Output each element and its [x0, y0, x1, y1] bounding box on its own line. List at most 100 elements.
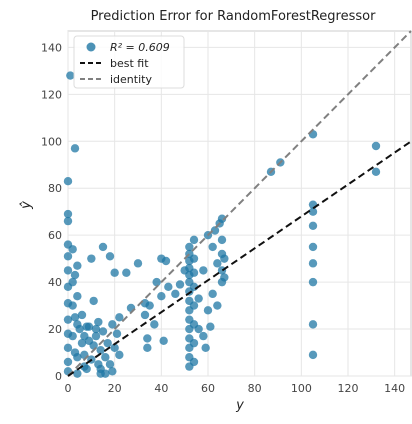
data-point: [189, 338, 199, 348]
data-point: [171, 289, 180, 299]
data-point: [217, 214, 227, 223]
data-point: [63, 177, 73, 186]
legend: R² = 0.609 best fit identity: [73, 35, 185, 89]
data-point: [145, 301, 154, 310]
data-point: [217, 235, 227, 245]
data-point: [213, 259, 222, 268]
data-point: [189, 254, 199, 263]
data-point: [122, 268, 131, 277]
x-tick-label: 60: [201, 382, 215, 395]
data-point: [105, 252, 115, 261]
chart-title: Prediction Error for RandomForestRegress…: [91, 9, 377, 24]
data-point: [143, 334, 152, 343]
data-point: [371, 167, 381, 177]
y-tick-label: 120: [41, 88, 62, 101]
data-point: [308, 259, 318, 268]
data-point: [68, 301, 77, 310]
data-point: [63, 266, 73, 275]
legend-best-fit-label: best fit: [110, 57, 149, 70]
y-tick-label: 100: [41, 135, 62, 148]
data-point: [220, 254, 229, 263]
y-tick-label: 40: [48, 276, 62, 289]
data-point: [105, 360, 115, 369]
data-point: [63, 252, 73, 261]
data-point: [371, 141, 381, 151]
y-tick-label: 140: [41, 41, 62, 54]
y-axis-label: ŷ: [19, 201, 34, 210]
legend-identity-label: identity: [110, 73, 152, 86]
legend-box: [73, 35, 185, 89]
data-point: [159, 336, 168, 345]
data-point: [308, 221, 318, 230]
data-point: [185, 242, 194, 252]
data-point: [77, 338, 87, 348]
data-point: [68, 331, 77, 341]
data-point: [91, 324, 101, 334]
data-point: [63, 315, 73, 324]
x-axis-label: y: [235, 398, 244, 413]
y-tick-label: 80: [48, 182, 62, 195]
data-point: [94, 317, 103, 327]
data-point: [164, 282, 173, 292]
data-point: [220, 273, 229, 282]
data-point: [82, 364, 91, 374]
data-point: [199, 331, 208, 341]
data-point: [70, 270, 80, 280]
x-tick-label: 120: [338, 382, 359, 395]
data-point: [73, 261, 82, 270]
data-point: [68, 277, 77, 287]
data-point: [115, 350, 124, 360]
data-point: [96, 345, 105, 355]
data-point: [63, 343, 73, 353]
x-tick-label: 140: [384, 382, 405, 395]
y-tick-label: 0: [55, 370, 62, 383]
data-point: [308, 207, 318, 216]
data-points: [63, 71, 381, 378]
data-point: [63, 357, 73, 367]
data-point: [63, 209, 73, 219]
data-point: [101, 353, 110, 362]
data-point: [308, 320, 318, 329]
data-point: [87, 254, 96, 263]
x-tick-label: 40: [154, 382, 168, 395]
data-point: [63, 216, 73, 226]
data-point: [206, 322, 215, 331]
data-point: [89, 296, 98, 306]
legend-r2-label: R² = 0.609: [110, 41, 170, 54]
identity-line: [67, 30, 412, 377]
data-point: [133, 259, 143, 268]
data-point: [175, 280, 185, 289]
data-point: [115, 313, 124, 322]
data-point: [189, 235, 199, 245]
data-point: [110, 268, 119, 277]
data-point: [75, 324, 84, 334]
data-point: [194, 294, 203, 303]
data-point: [189, 357, 199, 367]
data-point: [77, 310, 87, 320]
data-point: [208, 289, 217, 299]
data-point: [189, 268, 199, 277]
data-point: [66, 71, 75, 80]
legend-r2-marker: [86, 42, 96, 52]
y-tick-label: 20: [48, 323, 62, 336]
data-point: [161, 256, 171, 266]
data-point: [143, 343, 152, 353]
data-point: [140, 310, 150, 320]
data-point: [152, 277, 161, 287]
x-tick-label: 0: [65, 382, 72, 395]
data-point: [98, 327, 108, 336]
data-point: [108, 367, 117, 376]
data-point: [70, 313, 80, 322]
data-point: [91, 331, 101, 341]
data-point: [210, 226, 220, 235]
x-tick-label: 80: [248, 382, 262, 395]
data-point: [308, 350, 318, 360]
data-point: [110, 343, 119, 353]
data-point: [157, 292, 166, 301]
data-point: [189, 301, 199, 310]
data-point: [308, 242, 318, 252]
data-point: [101, 369, 110, 378]
data-point: [201, 343, 210, 353]
